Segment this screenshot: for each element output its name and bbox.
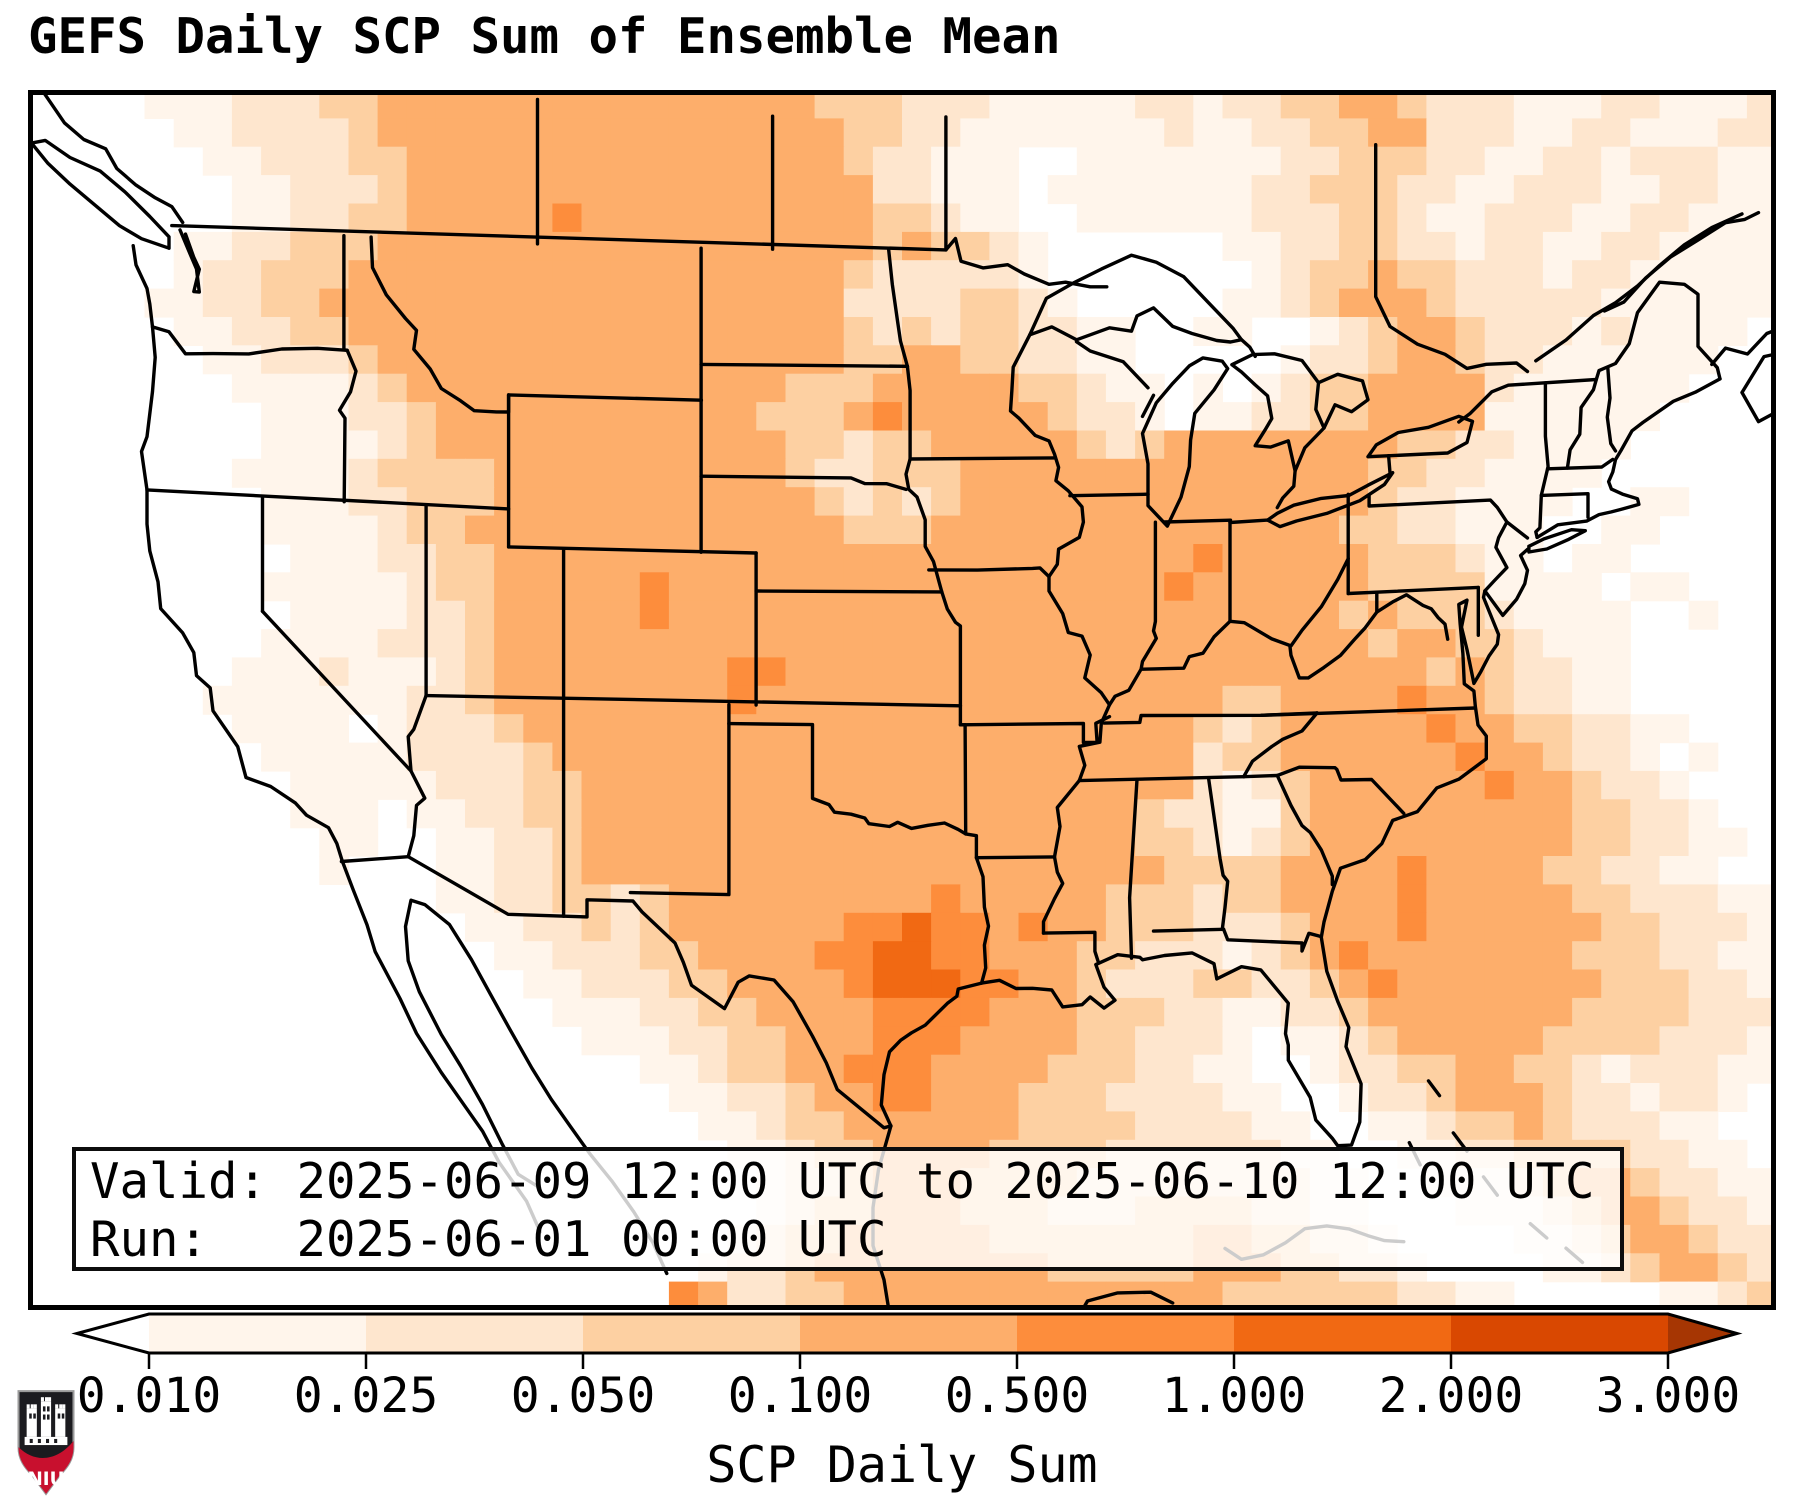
state-boundaries xyxy=(29,90,1776,1310)
svg-text:0.500: 0.500 xyxy=(945,1368,1090,1424)
svg-text:0.025: 0.025 xyxy=(294,1368,439,1424)
niu-castle-windows xyxy=(29,1406,65,1444)
niu-logo-text: NIU xyxy=(27,1469,64,1490)
niu-red-band xyxy=(18,1440,74,1494)
svg-text:0.010: 0.010 xyxy=(77,1368,222,1424)
map-plot xyxy=(28,90,1776,1310)
svg-text:2.000: 2.000 xyxy=(1379,1368,1524,1424)
niu-castle-icon xyxy=(24,1397,68,1446)
conus-map xyxy=(28,90,1776,1310)
heatmap-grid xyxy=(144,90,1776,1310)
map-frame xyxy=(28,90,1776,1310)
valid-line: Valid: 2025-06-09 12:00 UTC to 2025-06-1… xyxy=(90,1153,1595,1210)
colorbar: 0.010 0.025 0.050 0.100 0.500 1.000 2.000 3.000… xyxy=(71,1312,1743,1494)
valid-run-box: Valid: 2025-06-09 12:00 UTC to 2025-06-1… xyxy=(72,1147,1624,1271)
svg-text:0.050: 0.050 xyxy=(511,1368,656,1424)
svg-text:SCP Daily Sum: SCP Daily Sum xyxy=(706,1436,1097,1494)
svg-text:1.000: 1.000 xyxy=(1162,1368,1307,1424)
svg-text:3.000: 3.000 xyxy=(1596,1368,1741,1424)
figure-title: GEFS Daily SCP Sum of Ensemble Mean xyxy=(28,8,1061,65)
run-line: Run: 2025-06-01 00:00 UTC xyxy=(90,1211,887,1268)
niu-logo: NIU xyxy=(17,1390,75,1496)
svg-text:0.100: 0.100 xyxy=(728,1368,873,1424)
